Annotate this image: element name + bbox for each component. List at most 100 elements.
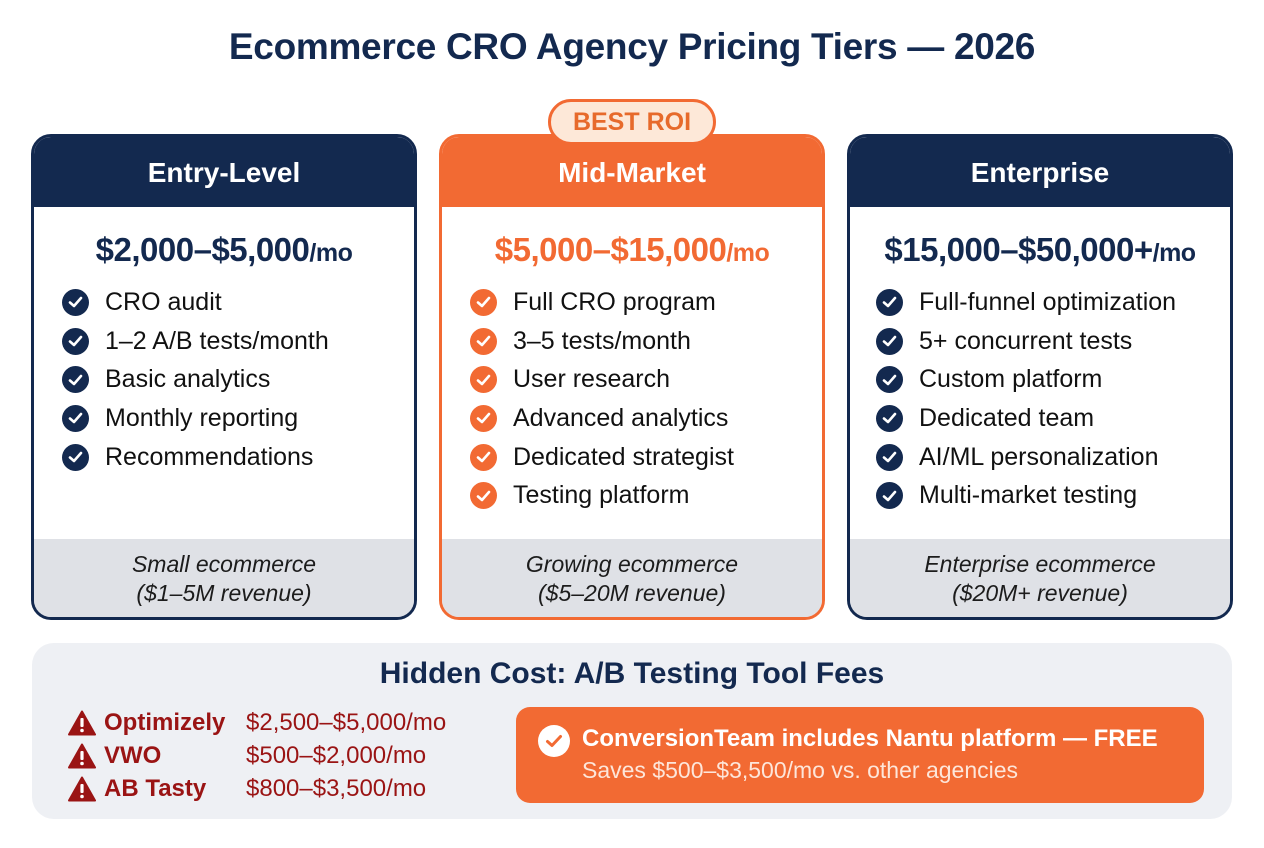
tool-cost: $2,500–$5,000/mo <box>246 708 447 736</box>
price-range: $5,000–$15,000 <box>494 231 727 268</box>
tier-audience: Growing ecommerce ($5–20M revenue) <box>442 539 822 617</box>
feature-item: Multi-market testing <box>876 476 1230 515</box>
check-circle-icon <box>538 725 570 757</box>
page-title: Ecommerce CRO Agency Pricing Tiers — 202… <box>228 26 1036 67</box>
feature-item: Basic analytics <box>62 360 414 399</box>
feature-label: Full CRO program <box>513 287 716 316</box>
tool-fee-row: AB Tasty $800–$3,500/mo <box>68 772 446 805</box>
tool-name: Optimizely <box>104 708 226 736</box>
audience-revenue: ($1–5M revenue) <box>136 580 312 606</box>
check-icon <box>876 366 903 394</box>
tool-cost: $500–$2,000/mo <box>246 741 427 769</box>
hidden-cost-panel: Hidden Cost: A/B Testing Tool Fees Optim… <box>32 643 1232 819</box>
feature-list: Full-funnel optimization 5+ concurrent t… <box>850 283 1230 515</box>
tier-price: $5,000–$15,000/mo <box>442 231 822 269</box>
feature-item: 3–5 tests/month <box>470 322 822 361</box>
feature-label: Recommendations <box>105 442 314 471</box>
feature-item: Custom platform <box>876 360 1230 399</box>
feature-label: Testing platform <box>513 481 690 510</box>
warning-icon <box>68 743 96 768</box>
price-unit: /mo <box>309 239 353 267</box>
feature-item: Dedicated strategist <box>470 438 822 477</box>
tool-cost: $800–$3,500/mo <box>246 774 427 802</box>
check-icon <box>62 443 89 471</box>
feature-item: Testing platform <box>470 476 822 515</box>
warning-icon <box>68 776 96 801</box>
hidden-cost-title: Hidden Cost: A/B Testing Tool Fees <box>379 657 885 690</box>
check-icon <box>470 404 497 432</box>
price-unit: /mo <box>1152 239 1196 267</box>
feature-item: User research <box>470 360 822 399</box>
price-unit: /mo <box>726 239 770 267</box>
audience-type: Enterprise ecommerce <box>924 551 1156 577</box>
feature-label: Full-funnel optimization <box>919 287 1177 316</box>
check-icon <box>62 327 89 355</box>
audience-revenue: ($5–20M revenue) <box>538 580 726 606</box>
check-icon <box>62 404 89 432</box>
tier-audience: Enterprise ecommerce ($20M+ revenue) <box>850 539 1230 617</box>
audience-revenue: ($20M+ revenue) <box>952 580 1128 606</box>
check-icon <box>470 327 497 355</box>
check-icon <box>876 288 903 316</box>
feature-item: 1–2 A/B tests/month <box>62 322 414 361</box>
feature-label: Advanced analytics <box>513 403 729 432</box>
tool-fee-row: Optimizely $2,500–$5,000/mo <box>68 706 446 739</box>
feature-list: CRO audit 1–2 A/B tests/month Basic anal… <box>34 283 414 476</box>
tier-name: Mid-Market <box>442 137 822 207</box>
feature-label: CRO audit <box>105 287 222 316</box>
tier-price: $15,000–$50,000+/mo <box>850 231 1230 269</box>
check-icon <box>876 482 903 510</box>
check-icon <box>470 288 497 316</box>
tier-card-mid-market: Mid-Market $5,000–$15,000/mo Full CRO pr… <box>439 134 825 620</box>
tool-name: VWO <box>104 741 162 769</box>
feature-item: Advanced analytics <box>470 399 822 438</box>
feature-item: Full CRO program <box>470 283 822 322</box>
tool-fee-list: Optimizely $2,500–$5,000/mo VWO $500–$2,… <box>68 706 446 805</box>
feature-item: Dedicated team <box>876 399 1230 438</box>
feature-label: User research <box>513 365 670 394</box>
tier-card-entry-level: Entry-Level $2,000–$5,000/mo CRO audit 1… <box>31 134 417 620</box>
promo-savings: Saves $500–$3,500/mo vs. other agencies <box>582 757 1019 783</box>
check-icon <box>876 327 903 355</box>
check-icon <box>470 366 497 394</box>
feature-label: AI/ML personalization <box>919 442 1159 471</box>
feature-label: 3–5 tests/month <box>513 326 691 355</box>
feature-label: Dedicated team <box>919 403 1095 432</box>
tool-name: AB Tasty <box>104 774 207 802</box>
feature-label: 5+ concurrent tests <box>919 326 1133 355</box>
promo-headline: ConversionTeam includes Nantu platform —… <box>582 725 1158 752</box>
audience-type: Small ecommerce <box>131 551 317 577</box>
feature-label: Monthly reporting <box>105 403 299 432</box>
tier-name: Enterprise <box>850 137 1230 207</box>
feature-label: 1–2 A/B tests/month <box>105 326 329 355</box>
free-platform-callout: ConversionTeam includes Nantu platform —… <box>516 707 1204 803</box>
feature-item: CRO audit <box>62 283 414 322</box>
check-icon <box>62 288 89 316</box>
price-range: $2,000–$5,000 <box>95 231 310 268</box>
tier-audience: Small ecommerce ($1–5M revenue) <box>34 539 414 617</box>
price-range: $15,000–$50,000+ <box>884 231 1153 268</box>
best-roi-badge: BEST ROI <box>548 99 716 145</box>
warning-icon <box>68 710 96 735</box>
audience-type: Growing ecommerce <box>525 551 739 577</box>
tool-fee-row: VWO $500–$2,000/mo <box>68 739 446 772</box>
check-icon <box>62 366 89 394</box>
tier-name: Entry-Level <box>34 137 414 207</box>
tier-price: $2,000–$5,000/mo <box>34 231 414 269</box>
feature-item: AI/ML personalization <box>876 438 1230 477</box>
check-icon <box>876 443 903 471</box>
feature-item: Recommendations <box>62 438 414 477</box>
feature-label: Multi-market testing <box>919 481 1138 510</box>
feature-label: Custom platform <box>919 365 1103 394</box>
feature-item: Monthly reporting <box>62 399 414 438</box>
feature-label: Basic analytics <box>105 365 271 394</box>
check-icon <box>470 443 497 471</box>
tier-card-enterprise: Enterprise $15,000–$50,000+/mo Full-funn… <box>847 134 1233 620</box>
feature-item: 5+ concurrent tests <box>876 322 1230 361</box>
check-icon <box>470 482 497 510</box>
check-icon <box>876 404 903 432</box>
feature-label: Dedicated strategist <box>513 442 734 471</box>
feature-item: Full-funnel optimization <box>876 283 1230 322</box>
feature-list: Full CRO program 3–5 tests/month User re… <box>442 283 822 515</box>
